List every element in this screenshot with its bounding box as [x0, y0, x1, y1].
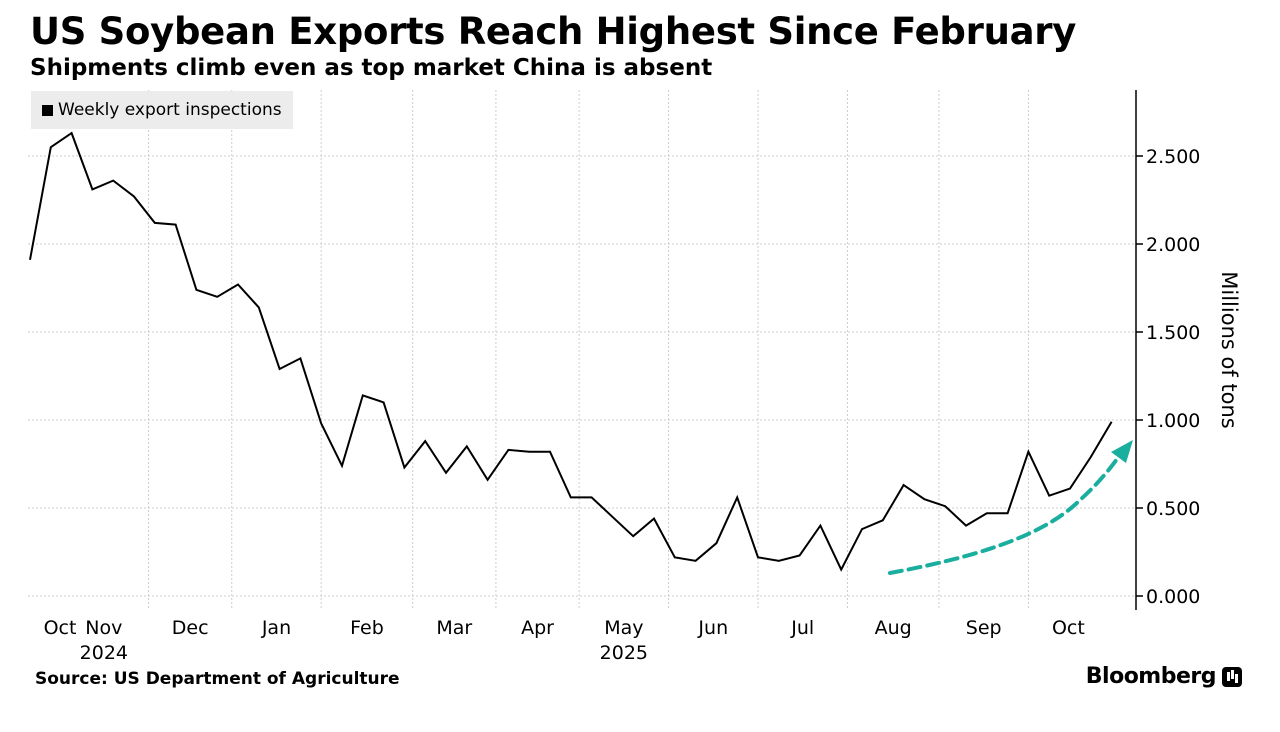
trend-arrow-head-icon	[1111, 440, 1133, 463]
y-tick-label: 0.000	[1146, 586, 1200, 608]
x-tick-label: Oct	[1052, 617, 1085, 639]
x-tick-label: Aug	[875, 617, 912, 639]
x-tick-label: Nov	[85, 617, 122, 639]
legend-swatch-icon	[42, 104, 53, 116]
x-tick-label: Oct	[44, 617, 77, 639]
trend-arrow-annotation	[888, 440, 1133, 575]
x-year-label: 2024	[80, 642, 128, 664]
x-tick-label: Apr	[521, 617, 554, 639]
chart-subtitle: Shipments climb even as top market China…	[30, 55, 713, 81]
trend-arrow-line	[888, 453, 1122, 575]
x-axis-labels: Oct Nov Dec Jan Feb Mar Apr May Jun Jul Aug Sep Oct2…	[44, 617, 1085, 664]
y-axis: 0.000 0.500 1.000 1.500 2.000 2.500	[1135, 90, 1200, 610]
y-tick-label: 1.000	[1146, 410, 1200, 432]
series-group	[29, 131, 1113, 572]
y-tick-label: 1.500	[1146, 322, 1200, 344]
brand-text: Bloomberg	[1085, 664, 1217, 689]
x-tick-label: Feb	[350, 617, 384, 639]
y-tick-label: 0.500	[1146, 498, 1200, 520]
series-line-weekly-export-inspections	[29, 131, 1113, 572]
horizontal-gridlines	[28, 155, 1136, 597]
bloomberg-logo: Bloomberg	[1086, 664, 1242, 689]
legend: Weekly export inspections	[31, 91, 293, 129]
x-tick-label: Jun	[697, 617, 728, 639]
x-tick-label: Jul	[790, 617, 814, 639]
chart-title: US Soybean Exports Reach Highest Since F…	[30, 10, 1077, 53]
y-tick-label: 2.000	[1146, 234, 1200, 256]
x-tick-label: Sep	[966, 617, 1002, 639]
x-year-label: 2025	[600, 642, 648, 664]
y-tick-label: 2.500	[1146, 146, 1200, 168]
x-tick-label: Jan	[261, 617, 291, 639]
x-tick-label: Dec	[172, 617, 209, 639]
y-axis-label: Millions of tons	[1217, 271, 1241, 428]
x-tick-label: May	[604, 617, 643, 639]
vertical-gridlines	[148, 90, 1029, 610]
legend-label: Weekly export inspections	[58, 100, 282, 120]
source-note: Source: US Department of Agriculture	[35, 669, 400, 689]
x-tick-label: Mar	[436, 617, 472, 639]
bloomberg-logo-icon	[1222, 666, 1242, 687]
